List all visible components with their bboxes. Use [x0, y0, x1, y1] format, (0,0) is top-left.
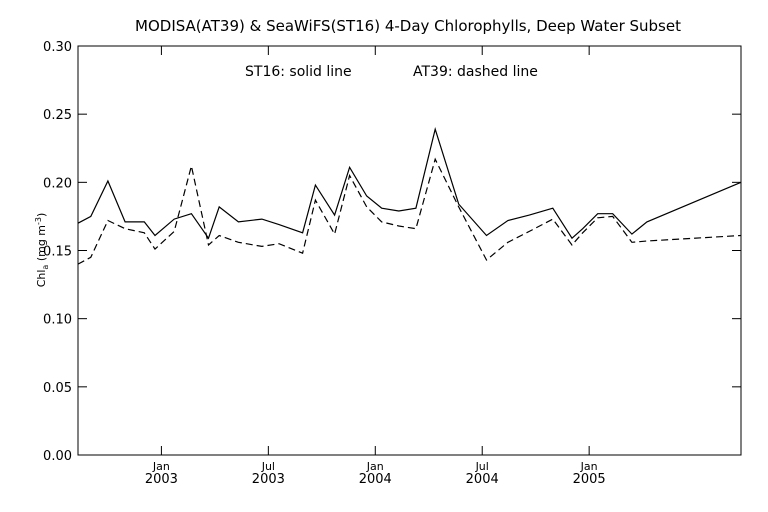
x-tick-label-year: 2003 — [145, 472, 178, 487]
annotation-at39: AT39: dashed line — [413, 64, 538, 80]
plot-frame — [77, 45, 742, 456]
x-tick-label-year: 2004 — [359, 472, 392, 487]
x-tick-label-month: Jan — [366, 460, 384, 473]
x-tick-label-month: Jan — [580, 460, 598, 473]
x-tick-label-year: 2004 — [466, 472, 499, 487]
x-tick-label-year: 2003 — [252, 472, 285, 487]
y-tick-label: 0.10 — [43, 313, 72, 328]
y-tick-label: 0.30 — [43, 40, 72, 55]
series-layer — [77, 126, 742, 265]
y-label-units: (mg m — [35, 225, 48, 265]
y-tick-label: 0.00 — [43, 449, 72, 464]
series-line-at39 — [77, 157, 742, 265]
y-label-main: Chl — [35, 270, 48, 288]
x-tick-label-year: 2005 — [573, 472, 606, 487]
series-line-st16 — [77, 126, 742, 240]
x-tick-label-month: Jan — [152, 460, 170, 473]
chart-title: MODISA(AT39) & SeaWiFS(ST16) 4-Day Chlor… — [135, 17, 681, 35]
y-label-close: ) — [35, 213, 48, 217]
y-label-sup: -3 — [34, 217, 43, 225]
annotation-st16: ST16: solid line — [245, 64, 352, 80]
y-axis: 0.00 0.05 0.10 0.15 0.20 0.25 0.30 — [43, 40, 741, 464]
y-tick-label: 0.25 — [43, 108, 72, 123]
y-tick-label: 0.05 — [43, 381, 72, 396]
y-axis-label: Chla (mg m-3) — [34, 213, 50, 288]
y-label-sub: a — [41, 265, 50, 270]
y-tick-label: 0.15 — [43, 245, 72, 260]
y-tick-label: 0.20 — [43, 176, 72, 191]
x-tick-label-month: Jul — [475, 460, 489, 473]
x-tick-label-month: Jul — [261, 460, 275, 473]
